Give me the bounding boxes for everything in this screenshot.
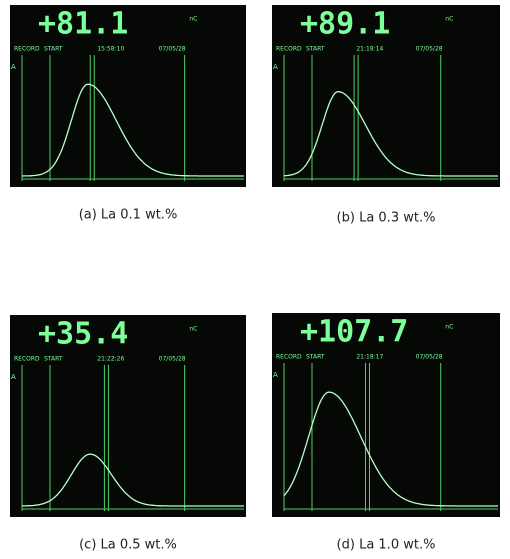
caption: (a) La 0.1 wt.% [79,208,178,223]
trace [22,83,244,177]
scope-screen [10,5,246,187]
reading: +81.1 [38,7,128,42]
marker: A [11,373,16,381]
caption: (d) La 1.0 wt.% [337,538,436,553]
record-label: RECORD [276,46,302,53]
time-label: 21:18:14 [356,46,383,53]
record-label: RECORD [276,354,302,361]
scope-panel: +35.4 nC RECORD START 21:22:26 07/05/28 A [10,315,246,517]
date-label: 07/05/28 [416,354,443,361]
record-label: RECORD [14,356,40,363]
time-label: 15:58:10 [97,46,124,53]
scope-panel: +81.1 nC RECORD START 15:58:10 07/05/28 A [10,5,246,187]
caption: (b) La 0.3 wt.% [337,211,436,226]
reading: +89.1 [300,7,390,42]
reading: +107.7 [300,315,408,350]
start-label: START [306,46,325,53]
caption: (c) La 0.5 wt.% [79,538,177,553]
date-label: 07/05/28 [159,46,186,53]
marker: A [273,63,278,71]
unit: nC [189,16,197,23]
date-label: 07/05/28 [159,356,186,363]
time-label: 21:22:26 [97,356,124,363]
unit: nC [445,16,453,23]
scope-panel: +107.7 nC RECORD START 21:18:17 07/05/28 A [272,313,500,517]
trace [283,391,498,507]
trace [284,91,498,177]
marker: A [11,63,16,71]
record-label: RECORD [14,46,40,53]
scope-screen [10,315,246,517]
start-label: START [44,46,63,53]
start-label: START [44,356,63,363]
scope-panel: +89.1 nC RECORD START 21:18:14 07/05/28 A [272,5,500,187]
time-label: 21:18:17 [356,354,383,361]
start-label: START [306,354,325,361]
trace [22,453,244,507]
reading: +35.4 [38,317,128,352]
unit: nC [445,324,453,331]
marker: A [273,371,278,379]
scope-screen [272,5,500,187]
date-label: 07/05/28 [416,46,443,53]
unit: nC [189,326,197,333]
